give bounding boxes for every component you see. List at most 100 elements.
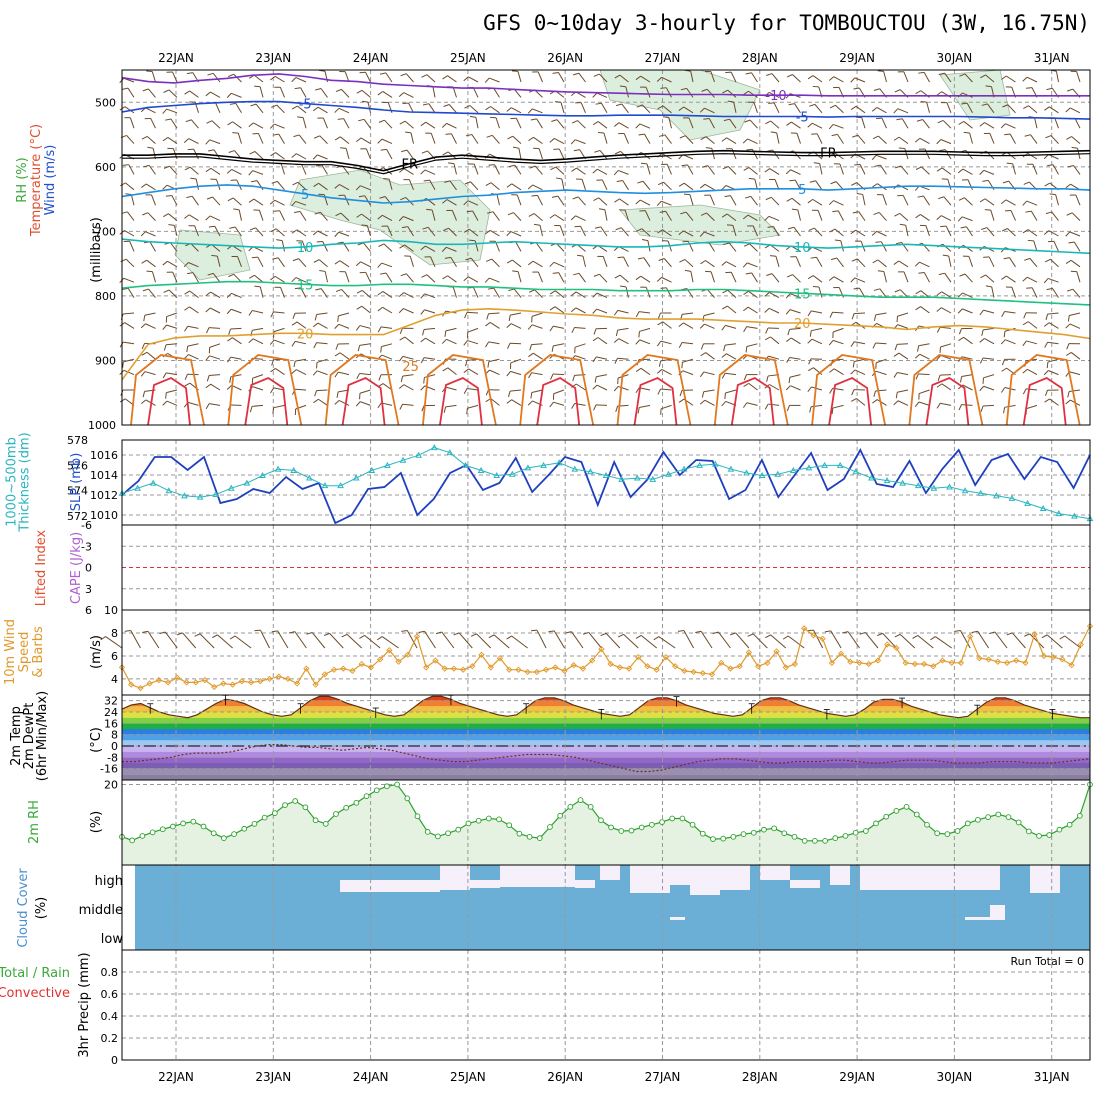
wind-speed-point — [496, 655, 504, 662]
wind-barb — [699, 323, 705, 329]
wind-barb — [829, 104, 836, 109]
wind-barb — [465, 133, 472, 137]
wind-barb — [258, 210, 264, 221]
wind-barb — [163, 289, 170, 293]
wind-barb — [594, 376, 597, 383]
isotherm-30-pulse — [341, 376, 386, 426]
rh-point — [669, 815, 676, 822]
wind10m-barb — [288, 631, 296, 634]
wind-barb — [1022, 368, 1028, 374]
wind-barb — [295, 358, 307, 362]
wind-barb — [809, 406, 812, 413]
wind-barb — [744, 119, 751, 123]
wind10m-barb — [194, 633, 201, 637]
wind-barb — [915, 214, 921, 219]
wind-barb — [359, 325, 371, 329]
wind-speed-point — [478, 651, 485, 658]
wind-barb — [378, 243, 385, 247]
wind-barb — [873, 288, 881, 291]
rh-point — [536, 835, 543, 842]
wind-barb — [962, 292, 973, 299]
wind-barb — [1034, 117, 1038, 129]
wind-barb — [538, 148, 543, 160]
wind-barb — [425, 121, 436, 129]
wind-barb — [936, 307, 942, 312]
wind-barb — [291, 201, 297, 207]
wind-barb — [748, 167, 758, 175]
wind-barb — [726, 261, 737, 268]
wind-tick-label: 6 — [111, 650, 118, 663]
wind-barb — [915, 306, 921, 311]
wind-barb — [685, 211, 694, 221]
wind-barb — [189, 306, 199, 314]
wind-barb — [361, 305, 371, 314]
wind-barb — [355, 261, 362, 267]
wind10m-barb — [406, 630, 418, 649]
thickness-point — [477, 466, 485, 473]
wind-barb — [788, 103, 795, 106]
wind-barb — [958, 120, 965, 125]
wind-barb — [466, 408, 468, 415]
wind-barb — [662, 116, 669, 119]
wind-barb — [518, 148, 522, 160]
wind-barb — [832, 339, 844, 345]
wind10m-barb — [600, 632, 607, 637]
wind-barb — [254, 85, 261, 88]
wind-barb — [254, 274, 264, 283]
wind-barb — [334, 231, 340, 238]
thickness-point — [571, 465, 579, 472]
thickness-point — [836, 461, 844, 468]
wind-barb — [141, 183, 147, 188]
wind-barb — [832, 311, 844, 314]
wind-barb — [1069, 389, 1081, 393]
wind-barb — [211, 120, 221, 129]
wind-barb — [747, 214, 758, 222]
wind-barb — [512, 270, 519, 273]
wind-barb — [964, 73, 973, 83]
wind-barb — [660, 404, 672, 410]
wind-barb — [878, 212, 887, 221]
wind-barb — [722, 89, 728, 94]
wind-barb — [659, 210, 666, 213]
wind10m-barb — [1006, 632, 1013, 636]
wind-barb — [893, 136, 900, 141]
wind-barb — [570, 215, 576, 221]
wind-barb — [386, 149, 393, 160]
wind-barb — [701, 165, 709, 168]
wind-barb — [356, 289, 363, 294]
wind-barb — [682, 358, 694, 363]
wind-speed-point — [653, 666, 660, 673]
wind-barb — [936, 327, 941, 333]
wind-barb — [531, 343, 543, 346]
wind-barb — [687, 164, 694, 175]
wind-barb — [1044, 106, 1050, 111]
temp-band — [122, 757, 1090, 763]
wind-barb — [723, 118, 730, 122]
wind-barb — [258, 133, 264, 144]
wind-barb — [334, 323, 340, 329]
wind-barb — [1067, 288, 1074, 292]
rh-point — [893, 808, 900, 814]
wind-barb — [807, 198, 813, 204]
pressure-tick-label: 1000 — [88, 419, 116, 432]
wind-barb — [186, 72, 193, 75]
wind-barb — [985, 285, 992, 288]
panel-frame — [121, 609, 1091, 696]
wind-barb — [233, 73, 242, 83]
wind10m-barb — [712, 631, 719, 635]
isotherm-label: -10 — [765, 89, 786, 104]
wind10m-barb — [765, 634, 771, 639]
wind10m-barb — [124, 630, 131, 632]
wind-barb — [380, 148, 387, 151]
temp-band — [122, 696, 1090, 701]
wind-barb — [636, 228, 643, 232]
wind-barb — [874, 164, 881, 167]
wind-barb — [194, 225, 199, 237]
wind-barb — [1004, 133, 1011, 136]
wind-barb — [404, 336, 414, 345]
wind-barb — [206, 196, 213, 200]
isotherm-25-pulse — [908, 354, 984, 426]
rh-point — [649, 821, 655, 828]
